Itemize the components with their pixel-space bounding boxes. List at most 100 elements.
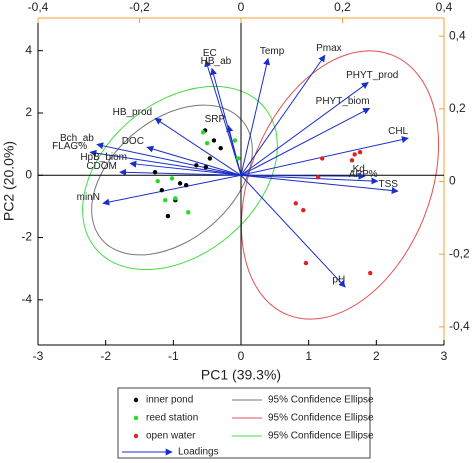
y-tick-label: 0 [25, 167, 32, 181]
point [177, 181, 183, 186]
legend-marker [133, 397, 139, 403]
loading-arrow [204, 59, 242, 176]
legend-label: 95% Confidence Ellipse [268, 431, 374, 442]
loading-arrow [240, 82, 369, 176]
loading-arrow [240, 107, 371, 176]
loading-label: TSS [379, 179, 399, 190]
loading-arrow [102, 174, 242, 206]
y-tick-label: 4 [25, 43, 32, 57]
loading-arrow [240, 57, 271, 176]
point [159, 188, 165, 193]
loading-arrow [240, 54, 326, 176]
x-tick-label: 2 [373, 349, 380, 363]
y2-tick-label: 0,4 [449, 28, 466, 42]
loading-label: Kd [353, 164, 365, 175]
x2-tick-label: -0,2 [129, 0, 150, 14]
x-tick-label: -2 [100, 349, 111, 363]
loading-arrow [154, 117, 242, 176]
loading-arrow [240, 174, 399, 195]
point [183, 183, 189, 188]
y-tick-label: 2 [25, 105, 32, 119]
point [357, 150, 363, 155]
point [236, 156, 241, 161]
legend-label: 95% Confidence Ellipse [268, 395, 374, 406]
loading-arrow [240, 136, 409, 176]
loading-arrow [96, 142, 242, 176]
ellipse-reed-station [82, 85, 278, 271]
x-tick-label: -3 [33, 349, 44, 363]
loading-arrow [226, 124, 242, 176]
loading-arrow [129, 160, 242, 176]
loading-arrow [119, 168, 242, 176]
loading-label: HB_prod [113, 107, 152, 118]
point [155, 178, 160, 184]
loading-label: CHL [388, 126, 408, 137]
point [349, 158, 355, 163]
point [303, 260, 309, 266]
x-tick-label: 0 [238, 349, 245, 363]
x2-tick-label: -0,4 [28, 0, 49, 14]
loading-label: minN [77, 192, 100, 203]
x-axis-label: PC1 (39.3%) [201, 367, 281, 383]
y2-tick-label: -0,4 [449, 319, 470, 333]
point [200, 130, 206, 135]
loading-label: Temp [260, 46, 285, 57]
loading-label: CDOM [86, 161, 117, 172]
legend-label: open water [146, 431, 196, 442]
loading-label: HpB_biom [80, 152, 127, 163]
x-tick-label: -1 [168, 349, 179, 363]
point [218, 145, 223, 151]
point [163, 197, 168, 203]
loading-label: FLAG% [52, 141, 87, 152]
y-tick-label: -2 [21, 230, 32, 244]
point [301, 207, 306, 213]
loading-arrow [240, 172, 366, 180]
point [173, 196, 178, 201]
x-tick-label: 1 [305, 349, 312, 363]
loading-label: PHYT_prod [346, 70, 398, 81]
y2-tick-label: -0,2 [449, 246, 470, 260]
point [204, 140, 210, 146]
y2-tick-label: 0 [449, 174, 456, 188]
loading-arrow [89, 149, 242, 176]
y-tick-label: -4 [21, 292, 32, 306]
point [203, 164, 209, 170]
legend-marker [133, 433, 139, 439]
point [352, 152, 357, 157]
loading-label: PHYT_biom [316, 96, 370, 107]
x2-tick-label: 0 [238, 0, 245, 14]
loading-arrow [146, 145, 242, 176]
y2-tick-label: 0,2 [449, 101, 466, 115]
loading-label: EC [203, 48, 217, 59]
legend-label: 95% Confidence Ellipse [268, 413, 374, 424]
legend-label: inner pond [146, 395, 193, 406]
loading-label: APP% [349, 169, 378, 180]
x-tick-label: 3 [441, 349, 448, 363]
loading-label: HB_ab [201, 56, 232, 67]
loading-label: Bch_ab [60, 133, 94, 144]
x2-tick-label: 0,2 [334, 0, 351, 14]
point [152, 169, 158, 175]
point [165, 213, 171, 219]
ellipse-inner-pond [91, 104, 253, 256]
point [207, 156, 213, 161]
loading-arrow [240, 174, 379, 185]
point [320, 156, 325, 161]
point [232, 138, 238, 143]
x2-tick-label: 0,4 [436, 0, 453, 14]
point [368, 270, 373, 276]
point [211, 138, 217, 143]
legend-label: Loadings [178, 447, 219, 458]
loading-label: Pmax [316, 43, 342, 54]
point [186, 210, 191, 215]
y-axis-label: PC2 (20.0%) [1, 141, 17, 221]
ellipses [82, 50, 440, 320]
point [293, 201, 299, 206]
loading-arrow [240, 174, 346, 288]
point [315, 174, 321, 180]
legend-label: reed station [146, 413, 198, 424]
point [169, 176, 175, 181]
loading-label: pH [332, 275, 345, 286]
loading-label: DOC [122, 136, 144, 147]
